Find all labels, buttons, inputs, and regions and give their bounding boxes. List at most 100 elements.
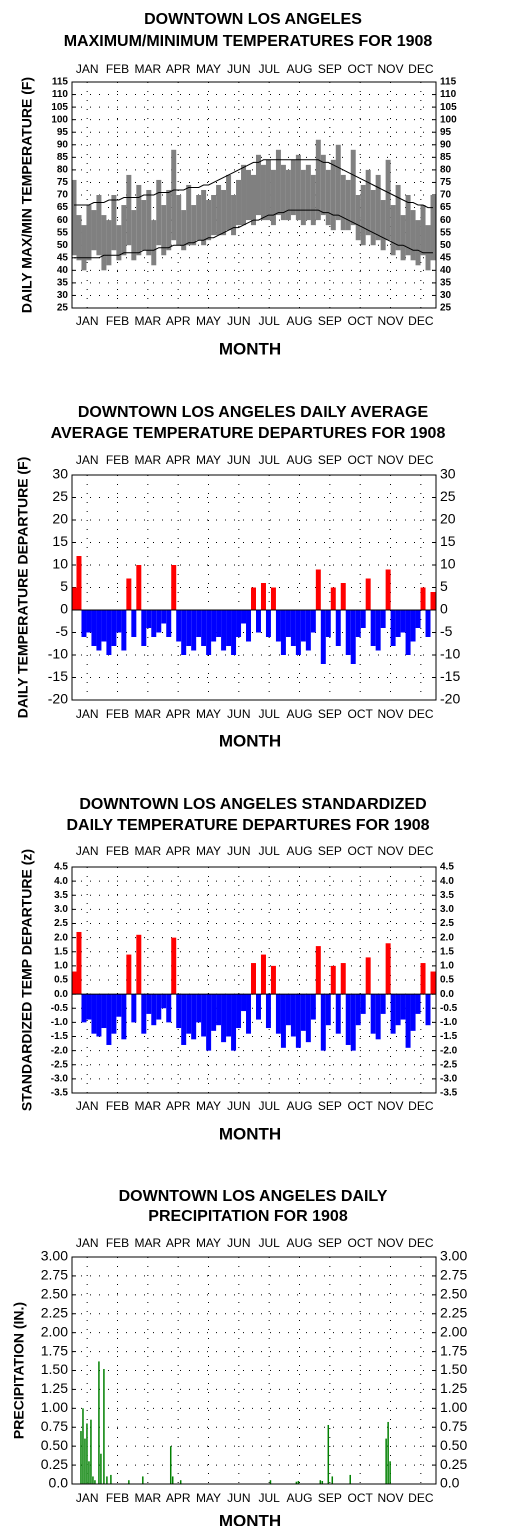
month-label: MAR xyxy=(134,844,161,858)
bar xyxy=(345,610,351,655)
bar xyxy=(136,934,142,995)
y-tick-label: 3.0 xyxy=(440,904,454,915)
bar xyxy=(146,994,152,1014)
y-tick-label: 4.0 xyxy=(54,876,68,887)
month-label: AUG xyxy=(286,453,312,467)
normal-line xyxy=(74,159,433,209)
month-label: MAY xyxy=(196,453,221,467)
temp-range xyxy=(221,189,227,236)
bar xyxy=(92,1476,94,1484)
month-label: NOV xyxy=(377,1236,403,1250)
bar xyxy=(260,583,266,610)
month-label: JUL xyxy=(258,1491,280,1505)
y-tick-label: 1.50 xyxy=(440,1361,467,1377)
month-label: JUL xyxy=(258,1236,280,1250)
bar xyxy=(305,994,311,1043)
y-tick-label: 2.0 xyxy=(54,932,68,943)
normal-line xyxy=(74,209,433,259)
month-label: OCT xyxy=(347,844,373,858)
month-label: AUG xyxy=(286,1236,312,1250)
bar xyxy=(206,994,212,1051)
y-axis-label: DAILY TEMPERATURE DEPARTURE (F) xyxy=(15,457,31,719)
bar xyxy=(106,994,112,1045)
bar xyxy=(430,592,436,610)
temp-range xyxy=(410,210,416,261)
month-label: SEP xyxy=(318,1491,342,1505)
bar xyxy=(320,994,326,1051)
y-axis-label: DAILY MAX/MIN TEMPERATURE (F) xyxy=(19,77,35,313)
bar xyxy=(290,610,296,646)
bar xyxy=(410,610,416,642)
bar xyxy=(385,1438,387,1484)
bar xyxy=(196,994,202,1023)
temp-range xyxy=(236,179,242,226)
bar xyxy=(84,1438,86,1484)
bar xyxy=(231,610,237,655)
bar xyxy=(335,994,341,1034)
temp-range xyxy=(335,144,341,221)
temp-range xyxy=(231,195,237,236)
bar xyxy=(395,994,401,1026)
temp-range xyxy=(171,149,177,241)
y-tick-label: 1.25 xyxy=(41,1380,68,1396)
y-tick-label: 0.25 xyxy=(440,1456,467,1472)
temp-range xyxy=(116,225,122,261)
bar xyxy=(280,994,286,1048)
month-label: JAN xyxy=(76,314,99,328)
temp-range xyxy=(385,159,391,241)
y-tick-label: 10 xyxy=(52,556,68,572)
chart-title: DAILY TEMPERATURE DEPARTURES FOR 1908 xyxy=(66,817,429,834)
bar xyxy=(126,954,132,995)
y-tick-label: 0 xyxy=(440,601,448,617)
month-label: AUG xyxy=(286,707,312,721)
bar xyxy=(285,994,291,1026)
x-axis-label: MONTH xyxy=(219,339,281,358)
bar xyxy=(380,994,386,1014)
temp-range xyxy=(400,215,406,261)
temp-range xyxy=(101,215,107,271)
chart-title: DOWNTOWN LOS ANGELES xyxy=(144,11,362,28)
bar xyxy=(330,965,336,995)
bar xyxy=(100,1453,102,1484)
bar xyxy=(111,610,117,646)
month-label: NOV xyxy=(377,62,403,76)
bar xyxy=(88,1461,90,1484)
month-label: JUN xyxy=(227,62,250,76)
temp-range xyxy=(395,184,401,251)
bar xyxy=(405,610,411,655)
bar xyxy=(126,578,132,610)
temp-range xyxy=(340,174,346,231)
y-tick-label: 35 xyxy=(440,278,452,289)
month-label: FEB xyxy=(106,1236,129,1250)
month-label: NOV xyxy=(377,1491,403,1505)
bar xyxy=(71,587,77,610)
month-label: MAY xyxy=(196,62,221,76)
bar xyxy=(176,994,182,1029)
bar xyxy=(270,587,276,610)
temp-range xyxy=(345,179,351,231)
month-label: MAY xyxy=(196,1099,221,1113)
month-label: APR xyxy=(166,453,191,467)
bar xyxy=(349,1474,351,1484)
month-label: MAY xyxy=(196,1236,221,1250)
y-tick-label: 2.00 xyxy=(440,1323,467,1339)
bar xyxy=(110,1474,112,1484)
y-tick-label: 2.25 xyxy=(440,1304,467,1320)
temp-range xyxy=(275,149,281,216)
bar xyxy=(241,994,247,1012)
y-tick-label: 3.5 xyxy=(440,890,454,901)
month-label: JUL xyxy=(258,844,280,858)
month-label: APR xyxy=(166,707,191,721)
month-label: AUG xyxy=(286,314,312,328)
bar xyxy=(191,610,197,651)
month-label: NOV xyxy=(377,707,403,721)
month-label: FEB xyxy=(106,453,129,467)
month-label: OCT xyxy=(347,707,373,721)
y-tick-label: 35 xyxy=(57,278,69,289)
temp-range xyxy=(270,169,276,226)
y-tick-label: -3.5 xyxy=(51,1088,69,1099)
y-tick-label: -2.5 xyxy=(440,1059,458,1070)
y-tick-label: 110 xyxy=(440,89,457,100)
y-tick-label: 0.50 xyxy=(440,1437,467,1453)
temp-range xyxy=(126,174,132,246)
